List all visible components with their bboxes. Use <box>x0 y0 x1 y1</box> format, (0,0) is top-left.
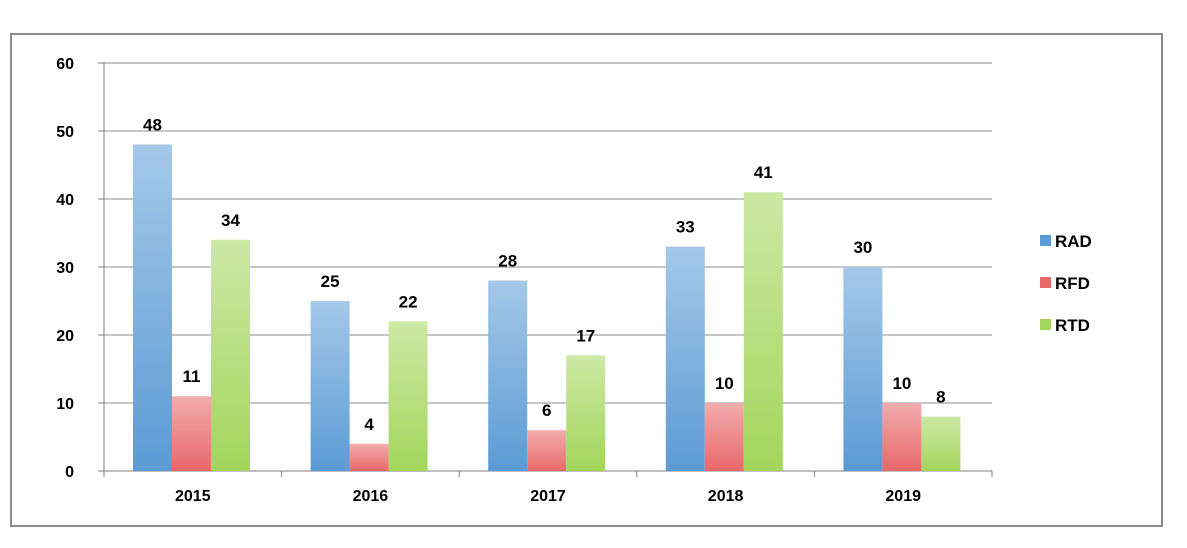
data-label-rtd-2016: 22 <box>399 292 418 311</box>
legend-swatch-rfd <box>1040 277 1051 288</box>
bar-rtd-2019 <box>921 416 961 471</box>
data-label-rfd-2016: 4 <box>364 415 374 434</box>
data-label-rfd-2015: 11 <box>183 367 201 386</box>
data-label-rtd-2019: 8 <box>936 388 945 407</box>
bar-rad-2019 <box>843 267 883 471</box>
bar-rfd-2017 <box>527 430 567 471</box>
x-tick-label-2019: 2019 <box>885 488 921 505</box>
bars <box>133 144 961 471</box>
legend-label-rfd: RFD <box>1055 274 1090 293</box>
data-label-rad-2017: 28 <box>498 252 517 271</box>
x-tick-label-2016: 2016 <box>353 488 389 505</box>
bar-rfd-2019 <box>882 403 922 471</box>
y-tick-label: 50 <box>56 124 74 141</box>
legend-label-rad: RAD <box>1055 232 1092 251</box>
bar-rfd-2018 <box>704 403 744 471</box>
data-label-rad-2018: 33 <box>676 218 695 237</box>
y-tick-label: 40 <box>56 192 74 209</box>
bar-rfd-2016 <box>349 443 389 471</box>
bar-rtd-2018 <box>743 192 783 471</box>
y-tick-label: 60 <box>56 56 74 73</box>
y-tick-label: 30 <box>56 260 74 277</box>
legend-label-rtd: RTD <box>1055 316 1090 335</box>
data-label-rad-2016: 25 <box>321 272 340 291</box>
y-tick-label: 20 <box>56 328 74 345</box>
data-label-rad-2015: 48 <box>143 116 162 135</box>
bar-rtd-2015 <box>211 239 250 471</box>
y-tick-label: 0 <box>65 464 74 481</box>
data-label-rtd-2018: 41 <box>754 163 773 182</box>
data-label-rfd-2018: 10 <box>715 374 734 393</box>
data-label-rad-2019: 30 <box>853 238 872 257</box>
x-tick-label-2015: 2015 <box>175 488 211 505</box>
bar-rtd-2016 <box>388 321 428 471</box>
x-tick-label-2017: 2017 <box>530 488 566 505</box>
data-label-rtd-2015: 34 <box>221 211 240 230</box>
bar-rad-2016 <box>310 301 350 471</box>
bar-rad-2018 <box>665 246 705 471</box>
data-label-rfd-2017: 6 <box>542 401 551 420</box>
bar-rad-2015 <box>133 144 172 471</box>
legend-swatch-rad <box>1040 235 1051 246</box>
bar-rad-2017 <box>488 280 528 471</box>
legend-swatch-rtd <box>1040 319 1051 330</box>
data-label-rfd-2019: 10 <box>892 374 911 393</box>
data-labels: 48 11 34 25 4 22 28 6 17 33 10 41 30 10 8 <box>143 116 946 434</box>
y-tick-label: 10 <box>56 396 74 413</box>
data-label-rtd-2017: 17 <box>576 326 595 345</box>
x-tick-label-2018: 2018 <box>708 488 744 505</box>
bar-rtd-2017 <box>566 355 606 471</box>
bar-rfd-2015 <box>172 396 211 471</box>
legend: RAD RFD RTD <box>1040 232 1092 335</box>
